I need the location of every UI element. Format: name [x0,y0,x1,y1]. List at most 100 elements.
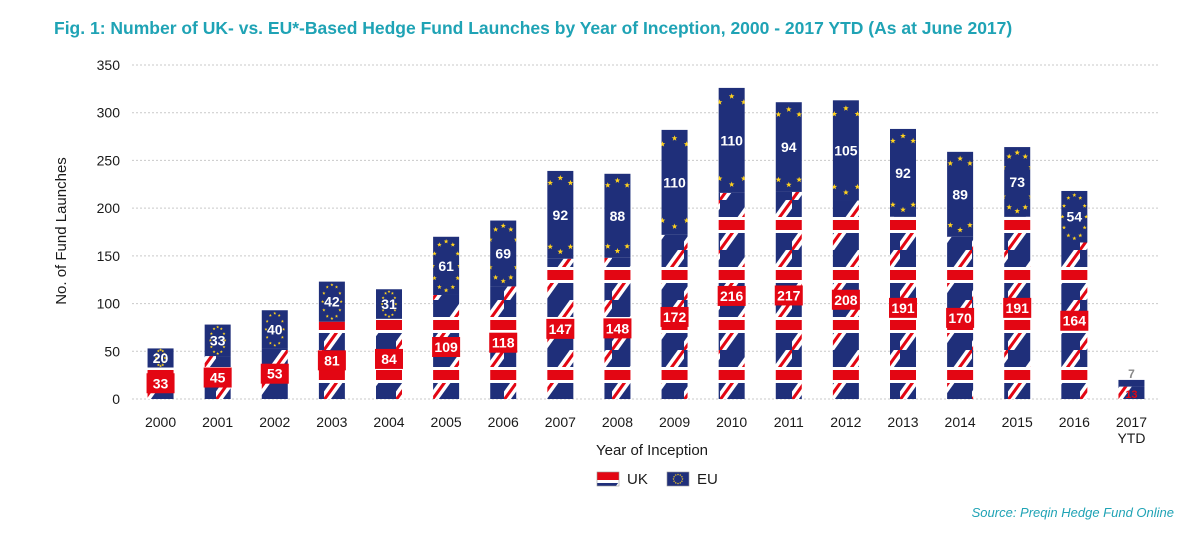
eu-stars [1004,149,1031,214]
uk-data-label: 81 [324,352,340,368]
eu-star-icon [696,179,702,184]
eu-star-icon [277,313,281,317]
eu-star-icon [681,477,684,480]
eu-star-icon [708,115,714,120]
eu-star-icon [547,179,554,186]
eu-star-icon [974,173,980,178]
eu-star-icon [334,285,339,289]
eu-star-icon [457,264,460,268]
legend: UK EU [596,471,718,488]
eu-star-icon [216,325,220,329]
eu-bar [1118,379,1145,387]
eu-star-icon [282,327,286,331]
eu-star-icon [567,243,574,250]
eu-star-icon [804,163,810,168]
eu-star-icon [380,302,384,306]
eu-star-icon [823,126,829,131]
eu-star-icon [651,201,657,206]
eu-data-label: 94 [781,139,797,155]
eu-star-icon [679,474,682,476]
uk-data-label: 172 [663,309,687,325]
eu-star-icon [1084,214,1088,219]
eu-star-icon [443,238,449,244]
eu-star-icon [863,126,869,131]
eu-stars [775,106,810,188]
uk-data-label: 164 [1063,313,1087,329]
uk-data-label: 53 [267,366,283,382]
eu-star-icon [1004,166,1007,170]
eu-star-icon [268,341,272,345]
eu-star-icon [212,327,216,331]
eu-star-icon [322,308,326,312]
eu-star-icon [322,291,326,295]
eu-stars [264,311,286,347]
eu-star-icon [918,188,924,193]
eu-star-icon [679,481,682,484]
eu-star-icon [750,115,756,120]
uk-label-band [717,285,746,306]
eu-star-icon [940,173,946,178]
eu-star-icon [673,475,676,478]
eu-star-icon [624,182,630,188]
x-axis: 2000 2001 2002 2003 2004 2005 2006 2007 2008 2009… [145,414,1147,446]
eu-star-icon [384,291,388,295]
bar-group: 69 118 [489,220,518,399]
eu-stars [540,174,581,255]
eu-star-icon [387,290,391,293]
eu-star-icon [330,283,334,287]
eu-star-icon [156,363,160,367]
eu-star-icon [1072,236,1077,241]
eu-star-icon [325,314,329,318]
x-tick-label: 2010 [716,414,747,430]
eu-star-icon [631,195,637,200]
eu-star-icon [163,356,167,360]
eu-star-icon [785,106,792,112]
eu-star-icon [1082,203,1087,208]
eu-star-icon [265,319,269,323]
eu-data-label: 88 [610,208,626,224]
x-tick-label: 2015 [1002,414,1033,430]
uk-label-band [1060,310,1089,331]
eu-star-icon [671,223,678,229]
eu-star-icon [325,285,329,289]
eu-star-icon [338,291,342,295]
legend-label-eu: EU [697,471,718,488]
eu-star-icon [222,345,226,349]
eu-bar [604,173,631,258]
eu-star-icon [866,147,872,152]
eu-star-icon [854,183,859,190]
eu-bar [204,324,231,357]
uk-label-band [432,336,461,357]
eu-data-label: 40 [267,321,283,337]
eu-star-icon [393,296,397,300]
eu-star-icon [450,284,456,290]
eu-star-icon [661,141,666,147]
eu-star-icon [390,291,394,295]
x-tick-label: 2011 [774,414,804,430]
eu-data-label: 54 [1067,209,1083,225]
eu-star-icon [567,179,574,186]
eu-star-icon [155,360,159,364]
eu-stars [823,105,872,195]
eu-star-icon [575,193,581,198]
legend-label-uk: UK [627,471,648,488]
eu-star-icon [455,251,460,256]
eu-star-icon [490,264,493,270]
eu-star-icon [540,230,546,235]
uk-label-band [831,289,860,310]
eu-star-icon [513,264,517,270]
bar-group: 33 45 [203,324,232,399]
uk-label-band [889,297,917,318]
eu-star-icon [1022,204,1029,210]
eu-star-icon [673,480,676,483]
eu-star-icon [273,343,277,347]
eu-stars [651,135,702,229]
eu-data-label: 31 [381,296,397,312]
uk-data-label: 217 [777,287,801,303]
eu-star-icon [1072,192,1077,197]
eu-star-icon [604,243,611,249]
eu-star-icon [161,363,165,367]
eu-star-icon [455,275,460,281]
eu-star-icon [631,230,637,235]
